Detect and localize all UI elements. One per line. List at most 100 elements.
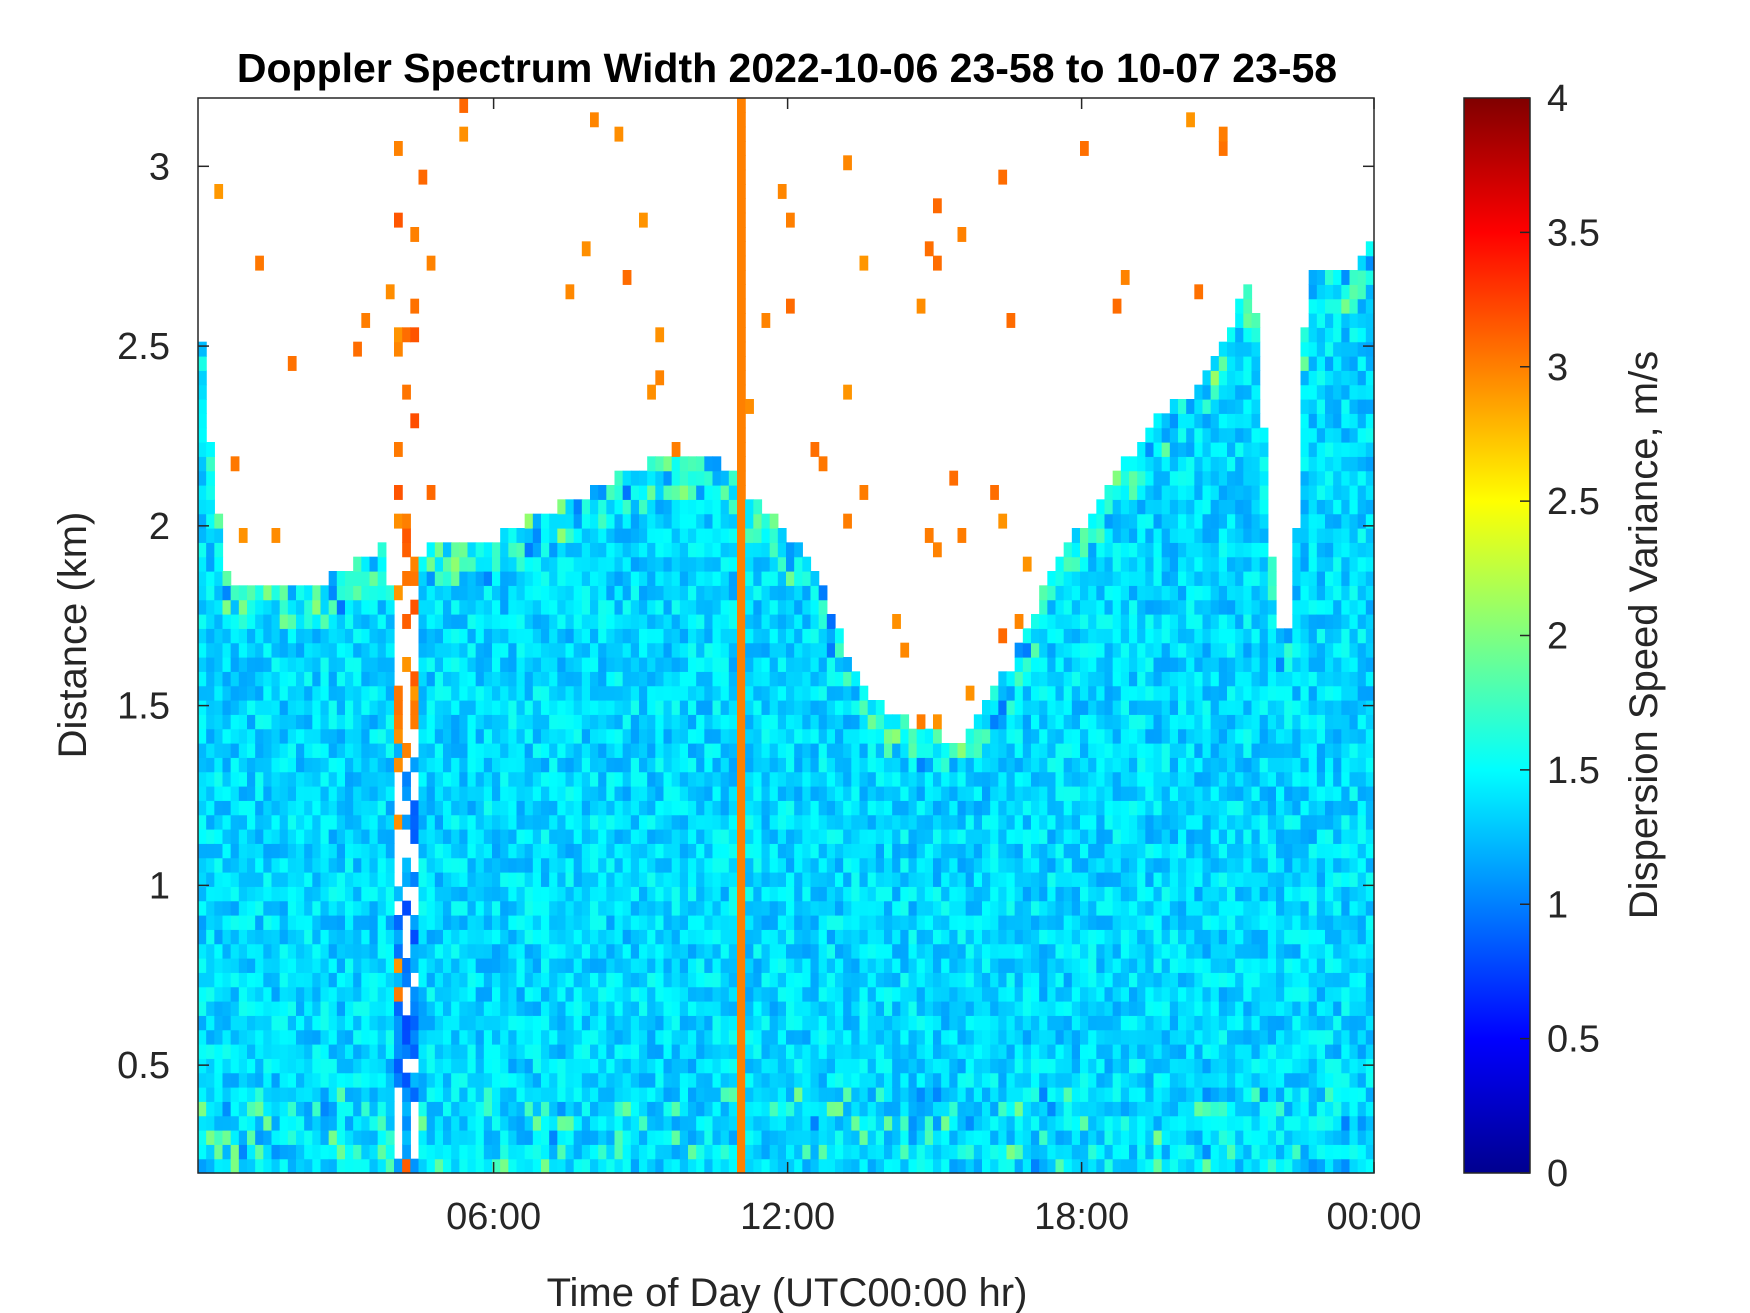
heatmap-cell <box>990 728 999 744</box>
heatmap-cell <box>777 843 787 859</box>
heatmap-cell <box>353 1058 362 1074</box>
heatmap-cell <box>1022 728 1032 744</box>
heatmap-cell <box>328 743 338 758</box>
heatmap-cell <box>982 972 991 988</box>
heatmap-cell <box>639 212 648 228</box>
heatmap-cell <box>426 829 436 844</box>
heatmap-cell <box>443 642 452 658</box>
heatmap-cell <box>385 986 395 1002</box>
heatmap-cell <box>426 915 436 930</box>
heatmap-cell <box>818 943 828 959</box>
heatmap-cell <box>728 1158 738 1174</box>
heatmap-cell <box>908 857 918 873</box>
heatmap-cell <box>377 599 387 615</box>
heatmap-cell <box>345 628 354 644</box>
heatmap-cell <box>655 1115 665 1131</box>
heatmap-cell <box>794 1058 803 1074</box>
heatmap-cell <box>630 958 640 973</box>
heatmap-cell <box>982 728 991 744</box>
heatmap-cell <box>1096 800 1106 816</box>
heatmap-cell <box>1120 829 1130 844</box>
heatmap-cell <box>598 1115 607 1131</box>
heatmap-cell <box>712 1029 722 1045</box>
heatmap-cell <box>1120 542 1130 558</box>
heatmap-cell <box>516 1058 526 1074</box>
heatmap-cell <box>492 1115 501 1131</box>
heatmap-cell <box>549 1044 558 1059</box>
heatmap-cell <box>492 614 501 629</box>
heatmap-cell <box>1120 843 1130 859</box>
heatmap-cell <box>630 614 640 629</box>
heatmap-cell <box>418 757 428 773</box>
heatmap-cell <box>1047 700 1057 715</box>
heatmap-cell <box>565 771 575 787</box>
heatmap-cell <box>688 771 697 787</box>
heatmap-cell <box>810 757 820 773</box>
heatmap-cell <box>884 900 893 916</box>
heatmap-cell <box>1047 614 1057 629</box>
heatmap-cell <box>475 1044 485 1059</box>
heatmap-cell <box>230 456 240 472</box>
heatmap-cell <box>769 915 779 930</box>
heatmap-cell <box>908 886 918 902</box>
heatmap-cell <box>720 657 730 672</box>
heatmap-cell <box>606 757 616 773</box>
heatmap-cell <box>590 499 599 515</box>
heatmap-cell <box>761 814 771 830</box>
heatmap-cell <box>206 556 215 572</box>
heatmap-cell <box>786 700 795 715</box>
heatmap-cell <box>728 857 738 873</box>
heatmap-cell <box>475 929 485 945</box>
heatmap-cell <box>924 1015 934 1031</box>
heatmap-cell <box>671 757 681 773</box>
heatmap-cell <box>312 685 322 701</box>
heatmap-cell <box>606 671 616 687</box>
heatmap-cell <box>875 915 885 930</box>
heatmap-cell <box>957 972 967 988</box>
heatmap-cell <box>573 728 583 744</box>
heatmap-cell <box>688 614 697 629</box>
heatmap-cell <box>541 671 550 687</box>
heatmap-cell <box>933 886 942 902</box>
heatmap-cell <box>777 1101 787 1117</box>
heatmap-cell <box>214 184 224 199</box>
heatmap-cell <box>622 571 632 586</box>
heatmap-cell <box>982 714 991 730</box>
heatmap-cell <box>802 743 812 758</box>
heatmap-cell <box>663 657 673 672</box>
heatmap-cell <box>1031 743 1040 758</box>
heatmap-cell <box>688 843 697 859</box>
heatmap-cell <box>1055 915 1065 930</box>
heatmap-cell <box>843 814 852 830</box>
heatmap-cell <box>1096 872 1106 887</box>
heatmap-cell <box>859 743 869 758</box>
heatmap-cell <box>581 614 591 629</box>
heatmap-cell <box>532 1101 542 1117</box>
heatmap-cell <box>345 814 354 830</box>
heatmap-cell <box>769 943 779 959</box>
heatmap-cell <box>377 915 387 930</box>
heatmap-cell <box>353 685 362 701</box>
heatmap-cell <box>426 1072 436 1088</box>
heatmap-cell <box>1006 757 1016 773</box>
heatmap-cell <box>500 886 509 902</box>
heatmap-cell <box>336 585 346 601</box>
heatmap-cell <box>524 728 534 744</box>
heatmap-cell <box>549 700 558 715</box>
heatmap-cell <box>312 1001 322 1016</box>
heatmap-cell <box>851 843 861 859</box>
heatmap-cell <box>1039 1044 1048 1059</box>
heatmap-cell <box>336 1115 346 1131</box>
heatmap-cell <box>614 556 624 572</box>
heatmap-cell <box>622 1087 632 1102</box>
heatmap-cell <box>483 1101 493 1117</box>
heatmap-cell <box>222 857 232 873</box>
heatmap-cell <box>720 642 730 658</box>
heatmap-cell <box>385 685 395 701</box>
heatmap-cell <box>630 915 640 930</box>
heatmap-cell <box>230 685 240 701</box>
heatmap-cell <box>361 1158 371 1174</box>
heatmap-cell <box>647 1058 656 1074</box>
heatmap-cell <box>737 857 746 873</box>
heatmap-cell <box>1063 671 1073 687</box>
